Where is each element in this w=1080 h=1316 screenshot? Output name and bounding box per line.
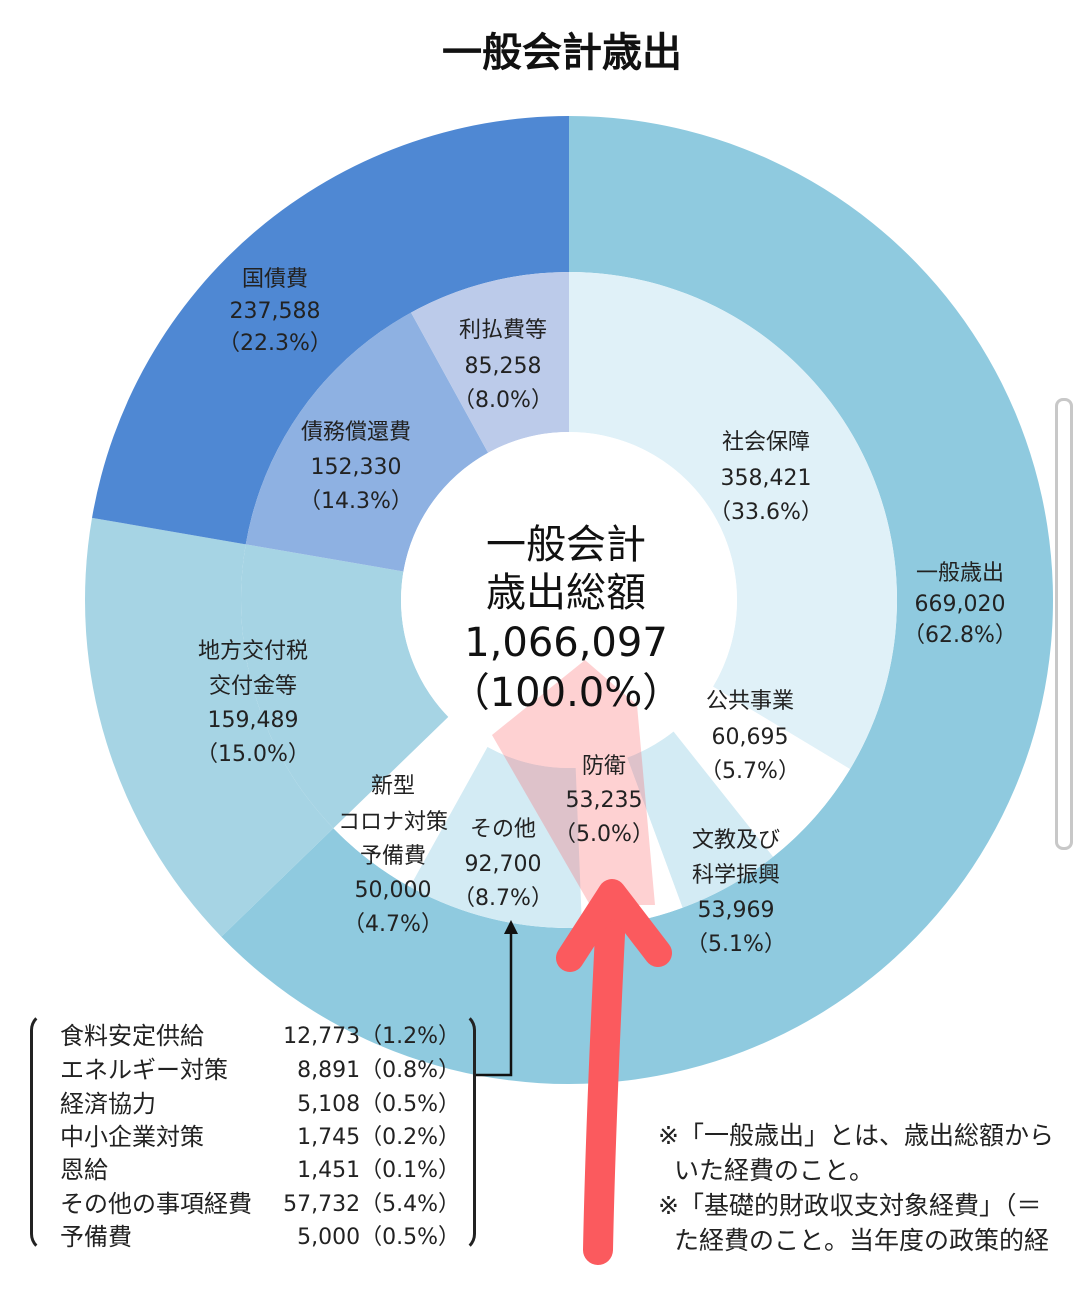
chart-title: 一般会計歳出 [442, 30, 682, 76]
defense-highlight [492, 660, 655, 905]
label-saimu-name: 債務償還費 [301, 420, 411, 445]
label-ippan-value: 669,020 [915, 592, 1006, 617]
footnote-line: た経費のこと。当年度の政策的経 [674, 1226, 1050, 1255]
breakdown-row: 恩給 1,451（0.1%） [60, 1154, 460, 1187]
label-corona-name-2: コロナ対策 [338, 810, 448, 835]
label-corona-pct: （4.7%） [343, 912, 443, 937]
inner-ring-slice-7 [245, 312, 489, 572]
label-saimu-pct: （14.3%） [299, 489, 413, 514]
breakdown-name: その他の事項経費 [60, 1190, 252, 1218]
label-bunkyo-name-1: 文教及び [692, 828, 780, 853]
red-arrow-head [556, 879, 672, 972]
breakdown-row: 経済協力 5,108（0.5%） [60, 1088, 460, 1121]
center-percent: （100.0%） [450, 670, 683, 716]
breakdown-name: 中小企業対策 [60, 1123, 204, 1151]
other-breakdown-box: 食料安定供給 12,773（1.2%） エネルギー対策 8,891（0.8%） … [30, 1012, 476, 1252]
breakdown-value: 8,891（0.8%） [297, 1058, 460, 1083]
vertical-scrollbar[interactable] [1055, 398, 1073, 850]
breakdown-name: 予備費 [60, 1223, 132, 1251]
connector-arrowhead [504, 920, 518, 934]
breakdown-row: 予備費 5,000（0.5%） [60, 1221, 460, 1254]
center-total: 1,066,097 [464, 620, 668, 666]
inner-ring-slice-5 [333, 716, 488, 887]
inner-ring-slice-6 [241, 544, 449, 829]
label-riharai-value: 85,258 [465, 354, 542, 379]
center-line2: 歳出総額 [486, 570, 646, 616]
footnote-line: ※「基礎的財政収支対象経費」（＝ [658, 1191, 1042, 1220]
label-ippan-name: 一般歳出 [916, 561, 1004, 586]
inner-ring-slice-0 [569, 272, 897, 770]
breakdown-row: エネルギー対策 8,891（0.8%） [60, 1054, 460, 1087]
breakdown-name: 食料安定供給 [60, 1022, 204, 1050]
footnote-line: いた経費のこと。 [674, 1156, 875, 1185]
label-shakai-name: 社会保障 [722, 430, 810, 455]
label-chiho-name-1: 地方交付税 [198, 639, 308, 664]
label-shakai-value: 358,421 [721, 466, 812, 491]
label-riharai-pct: （8.0%） [453, 388, 553, 413]
inner-ring-slice-2 [627, 731, 774, 908]
breakdown-row: 食料安定供給 12,773（1.2%） [60, 1020, 460, 1053]
inner-ring-slice-8 [411, 272, 569, 453]
label-bouei-pct: （5.0%） [554, 822, 654, 847]
label-kokusaihi-pct: （22.3%） [218, 331, 332, 356]
footnotes: ※「一般歳出」とは、歳出総額から いた経費のこと。 ※「基礎的財政収支対象経費」… [658, 1118, 1080, 1258]
outer-ring-slice-2 [92, 116, 569, 545]
footnote-line: ※「一般歳出」とは、歳出総額から [658, 1121, 1054, 1150]
label-kokusaihi-name: 国債費 [242, 267, 308, 292]
breakdown-name: 経済協力 [60, 1090, 156, 1118]
breakdown-row: 中小企業対策 1,745（0.2%） [60, 1121, 460, 1154]
breakdown-value: 12,773（1.2%） [283, 1024, 460, 1049]
label-koukyou-pct: （5.7%） [700, 759, 800, 784]
label-bouei-name: 防衛 [582, 754, 626, 779]
label-riharai-name: 利払費等 [459, 318, 547, 343]
breakdown-value: 5,000（0.5%） [297, 1225, 460, 1250]
center-line1: 一般会計 [486, 522, 646, 568]
inner-ring-slice-4 [409, 746, 583, 928]
inner-ring-slice-1 [673, 686, 851, 857]
label-bouei-value: 53,235 [566, 788, 643, 813]
label-ippan-pct: （62.8%） [903, 623, 1017, 648]
breakdown-row: その他の事項経費 57,732（5.4%） [60, 1188, 460, 1221]
label-corona-name-3: 予備費 [360, 844, 426, 869]
label-bunkyo-value: 53,969 [698, 898, 775, 923]
breakdown-connector-line [476, 930, 513, 1077]
label-corona-value: 50,000 [355, 878, 432, 903]
label-saimu-value: 152,330 [311, 455, 402, 480]
label-chiho-pct: （15.0%） [196, 742, 310, 767]
label-chiho-name-2: 交付金等 [209, 674, 297, 699]
breakdown-brace [30, 1012, 476, 1252]
breakdown-value: 57,732（5.4%） [283, 1192, 460, 1217]
label-koukyou-name: 公共事業 [706, 689, 794, 714]
label-shakai-pct: （33.6%） [709, 500, 823, 525]
breakdown-value: 1,745（0.2%） [297, 1125, 460, 1150]
outer-ring-slice-0 [221, 116, 1053, 1084]
breakdown-value: 1,451（0.1%） [297, 1158, 460, 1183]
label-chiho-value: 159,489 [208, 708, 299, 733]
label-koukyou-value: 60,695 [712, 725, 789, 750]
breakdown-value: 5,108（0.5%） [297, 1092, 460, 1117]
label-corona-name-1: 新型 [371, 774, 415, 799]
outer-ring [85, 116, 1053, 1084]
label-kokusaihi-value: 237,588 [230, 299, 321, 324]
label-bunkyo-pct: （5.1%） [686, 932, 786, 957]
outer-ring-slice-1 [85, 517, 334, 937]
center-hole [401, 432, 737, 768]
breakdown-name: エネルギー対策 [60, 1056, 228, 1084]
red-arrow-shaft [583, 880, 627, 1265]
label-sonota-pct: （8.7%） [453, 886, 553, 911]
label-bunkyo-name-2: 科学振興 [692, 863, 780, 888]
label-sonota-value: 92,700 [465, 852, 542, 877]
breakdown-name: 恩給 [60, 1156, 108, 1184]
label-sonota-name: その他 [470, 817, 536, 842]
